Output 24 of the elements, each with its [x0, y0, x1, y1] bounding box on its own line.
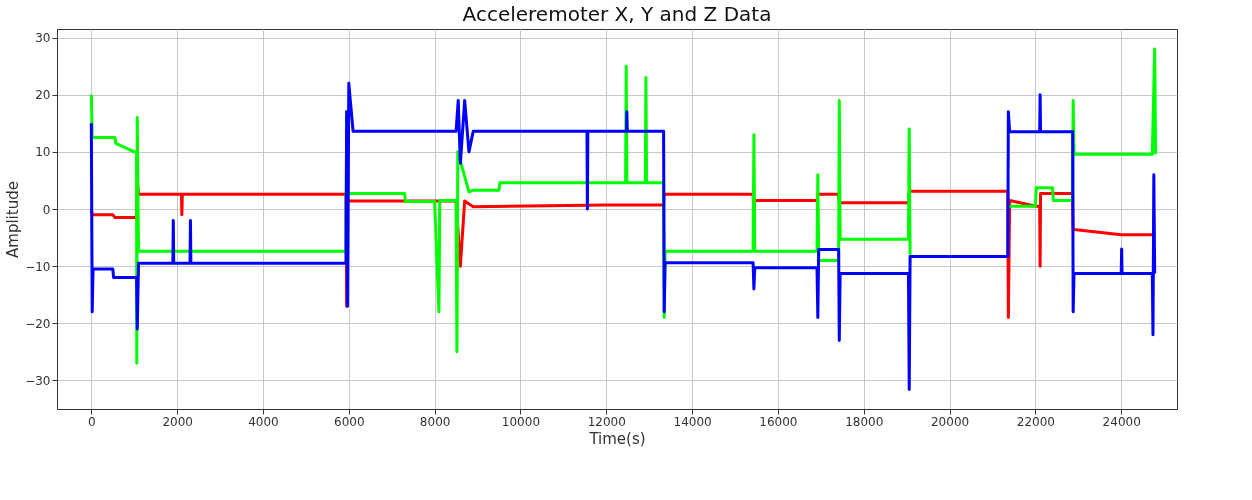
- x-tick-label: 6000: [334, 414, 365, 429]
- y-axis-title: Amplitude: [4, 181, 23, 258]
- x-tick-label: 4000: [248, 414, 279, 429]
- chart-title: Acceleremoter X, Y and Z Data: [462, 2, 772, 26]
- x-tick-label: 2000: [162, 414, 193, 429]
- x-tick-label: 16000: [759, 414, 798, 429]
- x-tick-label: 14000: [673, 414, 712, 429]
- y-tick-label: −10: [25, 259, 51, 274]
- x-tick-label: 18000: [845, 414, 884, 429]
- y-tick-label: 20: [35, 88, 51, 103]
- x-tick-label: 12000: [587, 414, 626, 429]
- y-tick-label: 0: [42, 202, 51, 217]
- x-tick-label: 24000: [1102, 414, 1141, 429]
- x-tick-label: 0: [88, 414, 96, 429]
- x-tick-label: 8000: [419, 414, 451, 429]
- y-tick-label: −30: [25, 373, 51, 388]
- x-tick-label: 10000: [501, 414, 541, 429]
- x-tick-label: 20000: [930, 414, 970, 429]
- y-tick-label: 30: [35, 31, 51, 46]
- line-series: [89, 81, 1157, 392]
- x-axis-title: Time(s): [588, 429, 646, 448]
- y-tick-label: 10: [35, 145, 51, 160]
- y-tick-label: −20: [25, 316, 51, 331]
- x-tick-label: 22000: [1016, 414, 1055, 429]
